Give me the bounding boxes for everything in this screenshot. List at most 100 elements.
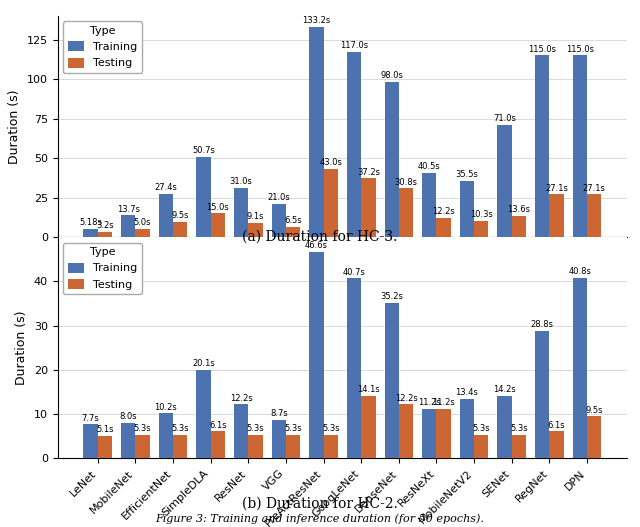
Text: 5.3s: 5.3s — [322, 424, 340, 433]
Bar — [271, 204, 286, 237]
Bar — [474, 435, 488, 458]
Bar — [361, 396, 376, 458]
Bar — [98, 232, 112, 237]
Bar — [136, 229, 150, 237]
Text: 35.2s: 35.2s — [380, 292, 403, 301]
Bar — [136, 435, 150, 458]
Bar — [196, 369, 211, 458]
Text: 27.4s: 27.4s — [154, 183, 177, 192]
Bar — [497, 396, 512, 458]
Bar — [361, 178, 376, 237]
Text: 12.2s: 12.2s — [432, 207, 455, 216]
Text: 115.0s: 115.0s — [566, 45, 594, 54]
Text: 5.3s: 5.3s — [134, 424, 152, 433]
Text: (a) Duration for HC-3.: (a) Duration for HC-3. — [243, 230, 397, 244]
Text: 12.2s: 12.2s — [230, 394, 253, 403]
Text: 14.1s: 14.1s — [357, 385, 380, 394]
Text: 10.2s: 10.2s — [154, 403, 177, 412]
Bar — [286, 435, 300, 458]
Text: 98.0s: 98.0s — [380, 72, 403, 81]
Text: 30.8s: 30.8s — [394, 178, 417, 187]
Bar — [347, 278, 361, 458]
Bar — [83, 229, 98, 237]
Bar — [549, 194, 564, 237]
Text: 13.4s: 13.4s — [456, 388, 478, 397]
Text: 3.2s: 3.2s — [96, 221, 114, 230]
Bar — [248, 223, 262, 237]
Bar — [324, 435, 338, 458]
Text: 6.1s: 6.1s — [548, 421, 565, 430]
Bar — [248, 435, 262, 458]
Text: 20.1s: 20.1s — [192, 359, 215, 368]
Bar — [573, 278, 587, 458]
Text: 117.0s: 117.0s — [340, 42, 368, 51]
Bar — [347, 52, 361, 237]
Text: 5.3s: 5.3s — [472, 424, 490, 433]
Bar — [422, 173, 436, 237]
Bar — [234, 188, 248, 237]
Bar — [422, 409, 436, 458]
Bar — [121, 423, 136, 458]
Bar — [211, 432, 225, 458]
Bar — [286, 227, 300, 237]
Text: 40.8s: 40.8s — [568, 267, 591, 276]
Text: 71.0s: 71.0s — [493, 114, 516, 123]
Bar — [460, 181, 474, 237]
Bar — [234, 405, 248, 458]
Bar — [173, 435, 188, 458]
Text: 5.3s: 5.3s — [284, 424, 302, 433]
Text: 5.3s: 5.3s — [172, 424, 189, 433]
Text: 8.7s: 8.7s — [270, 409, 287, 418]
Bar — [159, 413, 173, 458]
Bar — [512, 216, 526, 237]
Text: 40.5s: 40.5s — [418, 162, 441, 171]
Bar — [399, 189, 413, 237]
Bar — [587, 194, 602, 237]
Text: 50.7s: 50.7s — [192, 146, 215, 155]
Text: 5.18s: 5.18s — [79, 218, 102, 227]
Text: 9.1s: 9.1s — [246, 212, 264, 221]
Text: 6.1s: 6.1s — [209, 421, 227, 430]
Bar — [309, 26, 324, 237]
Text: 27.1s: 27.1s — [545, 183, 568, 192]
Text: Figure 3: Training and inference duration (for 50 epochs).: Figure 3: Training and inference duratio… — [156, 514, 484, 524]
Text: 115.0s: 115.0s — [528, 45, 556, 54]
Text: 37.2s: 37.2s — [357, 168, 380, 177]
Bar — [324, 169, 338, 237]
Text: 21.0s: 21.0s — [268, 193, 290, 202]
Bar — [385, 82, 399, 237]
Text: 133.2s: 133.2s — [302, 16, 330, 25]
Bar — [474, 221, 488, 237]
Text: 5.3s: 5.3s — [510, 424, 528, 433]
Bar — [173, 222, 188, 237]
Text: 9.5s: 9.5s — [586, 406, 603, 415]
Bar — [436, 218, 451, 237]
Text: 10.3s: 10.3s — [470, 210, 493, 219]
Bar — [98, 436, 112, 458]
Text: 8.0s: 8.0s — [120, 412, 137, 421]
Bar — [549, 432, 564, 458]
Bar — [573, 55, 587, 237]
Bar — [271, 420, 286, 458]
Text: 14.2s: 14.2s — [493, 385, 516, 394]
Text: 28.8s: 28.8s — [531, 320, 554, 329]
Bar — [399, 405, 413, 458]
Text: 35.5s: 35.5s — [456, 170, 478, 179]
Text: 13.7s: 13.7s — [116, 204, 140, 214]
Bar — [309, 252, 324, 458]
Bar — [512, 435, 526, 458]
Bar — [159, 194, 173, 237]
Text: 46.6s: 46.6s — [305, 241, 328, 250]
Legend: Training, Testing: Training, Testing — [63, 22, 142, 73]
Text: 11.2s: 11.2s — [432, 398, 455, 407]
Text: 6.5s: 6.5s — [284, 216, 302, 225]
Bar — [535, 331, 549, 458]
Bar — [121, 216, 136, 237]
Text: 40.7s: 40.7s — [342, 268, 365, 277]
Bar — [436, 409, 451, 458]
Text: 12.2s: 12.2s — [395, 394, 417, 403]
Bar — [535, 55, 549, 237]
Bar — [211, 213, 225, 237]
Bar — [196, 157, 211, 237]
Text: 5.0s: 5.0s — [134, 219, 151, 228]
